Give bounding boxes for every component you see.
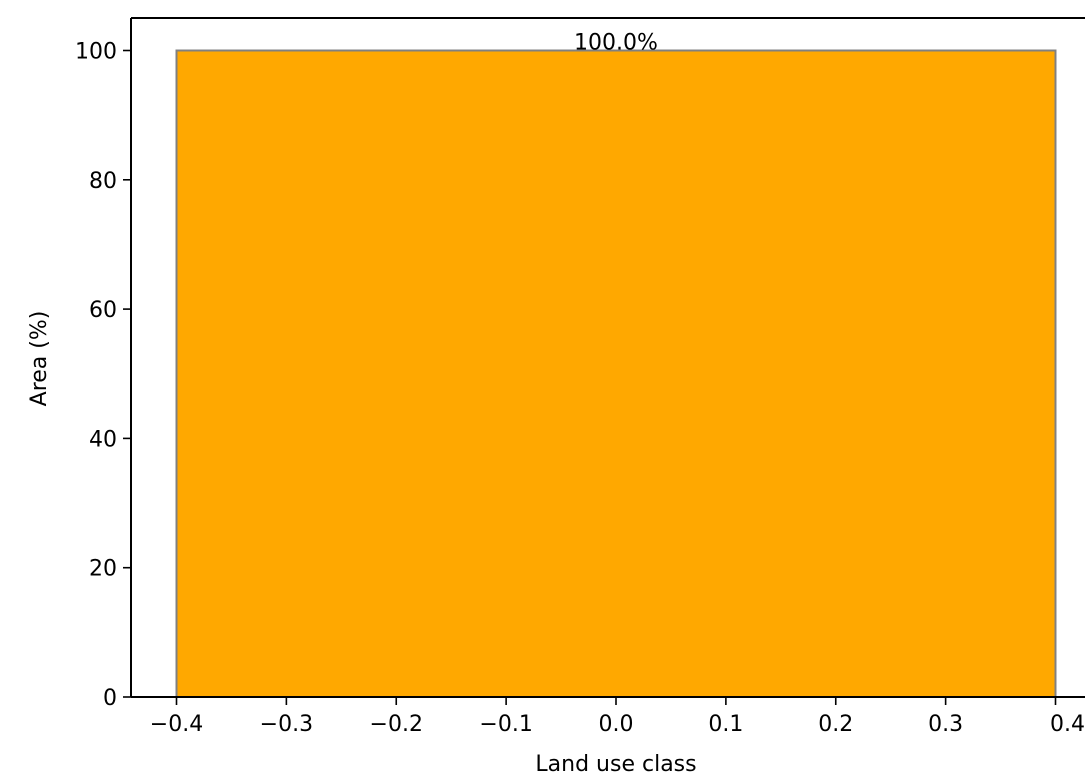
x-tick-label: 0.3 bbox=[928, 712, 963, 737]
x-tick-label: 0.1 bbox=[708, 712, 743, 737]
y-tick-label: 20 bbox=[89, 557, 117, 582]
y-tick-label: 40 bbox=[89, 427, 117, 452]
y-tick-label: 0 bbox=[103, 686, 117, 711]
bar bbox=[175, 49, 1057, 698]
x-tick-label: −0.4 bbox=[150, 712, 203, 737]
x-tick-label: 0.4 bbox=[1050, 712, 1085, 737]
x-axis-label: Land use class bbox=[535, 752, 696, 776]
bars-group: 100.0% bbox=[175, 31, 1057, 698]
y-ticks-group: 0 20 40 60 80 100 bbox=[75, 40, 131, 711]
axes-group bbox=[130, 17, 1085, 698]
y-tick-label: 100 bbox=[75, 40, 117, 65]
bar-value-label: 100.0% bbox=[574, 31, 658, 56]
y-axis-label: Area (%) bbox=[27, 311, 52, 407]
x-tick-label: 0.0 bbox=[599, 712, 634, 737]
x-tick-label: −0.3 bbox=[260, 712, 313, 737]
y-tick-label: 80 bbox=[89, 169, 117, 194]
y-tick-label: 60 bbox=[89, 298, 117, 323]
x-tick-label: −0.1 bbox=[479, 712, 532, 737]
x-tick-label: 0.2 bbox=[818, 712, 853, 737]
x-ticks-group: −0.4 −0.3 −0.2 −0.1 0.0 0.1 0.2 0.3 0.4 bbox=[150, 697, 1085, 737]
labels-group: Land use class Area (%) bbox=[27, 311, 697, 776]
x-tick-label: −0.2 bbox=[370, 712, 423, 737]
